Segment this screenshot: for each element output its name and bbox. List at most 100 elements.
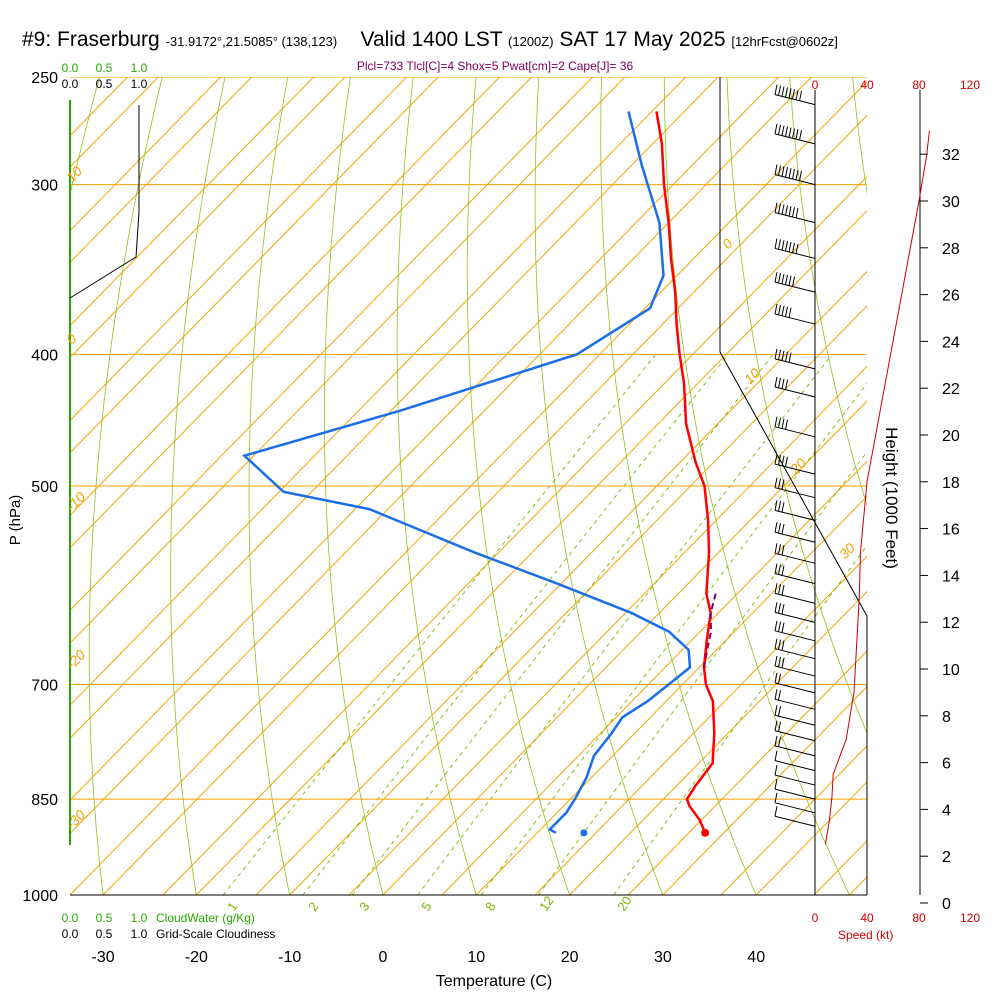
wind-barb-flag — [792, 89, 795, 100]
isotherm-line — [70, 77, 439, 454]
wind-barb-flag — [781, 640, 785, 651]
height-tick-label: 10 — [942, 662, 960, 679]
wind-barb-flag — [778, 706, 781, 717]
wind-barb-staff — [774, 426, 816, 438]
wind-barb-flag — [785, 351, 788, 362]
wind-barb-flag — [774, 543, 778, 554]
wind-barb-flag — [785, 167, 788, 178]
mixing-ratio-line — [222, 354, 657, 895]
wind-barb — [774, 764, 816, 786]
wind-barb-flag — [781, 502, 785, 513]
wind-barb-flag — [774, 705, 778, 716]
dewpoint-profile-line — [241, 111, 692, 834]
wind-barb — [774, 672, 816, 694]
wind-barb-flag — [778, 639, 781, 650]
height-tick-label: 18 — [942, 475, 960, 492]
pressure-tick-label: 500 — [31, 479, 58, 496]
wind-barb-flag — [778, 564, 781, 575]
wind-speed-profile-line — [824, 130, 930, 845]
wind-barb-flag — [778, 85, 781, 96]
wind-barb-flag — [781, 418, 785, 429]
wind-barb-flag — [781, 125, 785, 136]
wind-barb-flag — [778, 377, 781, 389]
height-tick-label: 16 — [942, 522, 960, 539]
wind-barb — [774, 84, 816, 106]
mixing-ratio-label: 12 — [536, 893, 557, 913]
cloud-water-tick-label: 1.0 — [131, 911, 148, 925]
wind-barb-flag — [781, 273, 785, 285]
wind-barb-flag — [785, 456, 788, 467]
x-tick-label: 40 — [747, 949, 765, 966]
isotherm-line — [70, 77, 221, 232]
wind-barb-flag — [774, 164, 778, 175]
mixing-ratio-label: 3 — [356, 899, 372, 914]
x-tick-label: -20 — [185, 949, 208, 966]
wind-barb-staff — [774, 386, 816, 398]
pressure-tick-label: 700 — [31, 678, 58, 695]
wind-barb-staff — [774, 212, 816, 224]
wind-barb-flag — [778, 454, 781, 466]
wind-barb-flag — [795, 169, 799, 181]
isotherm-label: 10 — [63, 163, 85, 185]
wind-barb-flag — [774, 202, 778, 213]
x-axis-label: Temperature (C) — [436, 973, 552, 990]
wind-barb-flag — [792, 128, 795, 139]
wind-barb — [774, 303, 816, 325]
wind-barb — [774, 272, 816, 293]
wind-barb — [774, 164, 816, 186]
wind-barb-flag — [778, 304, 781, 316]
wind-barb-flag — [785, 379, 788, 390]
valid-date: SAT 17 May 2025 — [559, 28, 726, 51]
height-tick-label: 22 — [942, 381, 960, 398]
wind-barb-flag — [774, 416, 778, 427]
wind-barb-staff — [774, 592, 816, 604]
wind-barb-flag — [774, 348, 778, 359]
wind-barb-flag — [795, 129, 799, 140]
height-axis-label: Height (1000 Feet) — [882, 427, 901, 569]
wind-barb-flag — [778, 584, 781, 595]
wind-barb — [774, 735, 816, 757]
cloudiness-tick-label: 1.0 — [131, 927, 148, 941]
surface-dewpoint-point — [580, 829, 588, 837]
wind-barb-flag — [774, 764, 778, 776]
wind-barb — [774, 750, 816, 772]
wind-speed-tick-label: 40 — [860, 78, 874, 92]
wind-barb-staff — [774, 358, 816, 370]
height-tick-label: 30 — [942, 194, 960, 211]
wind-barb — [774, 655, 816, 677]
dry-adiabat-line — [663, 77, 850, 895]
isotherm-label: -10 — [63, 488, 89, 514]
wind-barb-flag — [781, 523, 785, 535]
wind-barb — [774, 376, 816, 398]
cloud-water-tick-label: 0.5 — [96, 911, 113, 925]
wind-barb-flag — [781, 657, 785, 668]
wind-barb-flag — [774, 689, 778, 700]
wind-barb-flag — [778, 603, 781, 614]
wind-barb-flag — [785, 419, 788, 430]
valid-time: Valid 1400 LST — [360, 28, 503, 51]
wind-barb-flag — [778, 239, 781, 250]
cloud-water-tick-label: 1.0 — [131, 61, 148, 75]
isotherm-line — [534, 555, 867, 895]
wind-barb-flag — [785, 274, 788, 285]
dry-adiabat-line — [534, 77, 664, 895]
wind-barb-staff — [774, 760, 816, 772]
wind-barb-flag — [774, 792, 778, 803]
wind-barb-flag — [778, 417, 781, 428]
dry-adiabat-line — [726, 77, 867, 735]
isotherm-line — [70, 77, 346, 359]
wind-barb — [774, 477, 816, 499]
wind-barb-flag — [778, 656, 781, 668]
wind-barb-flag — [781, 565, 785, 576]
wind-barb-flag — [792, 276, 795, 287]
wind-barb-staff — [774, 531, 816, 543]
cloudiness-tick-label: 0.5 — [96, 927, 113, 941]
height-tick-label: 6 — [942, 756, 951, 773]
wind-speed-tick-label: 120 — [960, 78, 980, 92]
wind-barb-flag — [774, 477, 778, 488]
wind-barb-flag — [778, 523, 781, 534]
wind-barb-flag — [774, 522, 778, 533]
wind-barb — [774, 563, 816, 585]
dry-adiabat-line — [324, 77, 384, 895]
pressure-tick-label: 300 — [31, 178, 58, 195]
